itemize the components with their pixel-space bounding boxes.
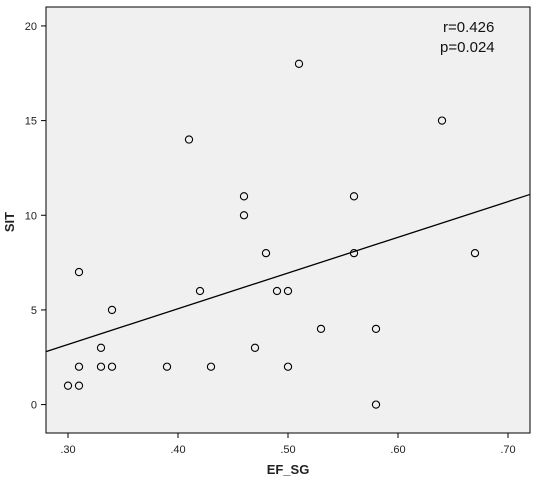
x-tick-label: .30 [60, 444, 75, 456]
x-tick-label: .50 [280, 444, 295, 456]
data-point [283, 286, 293, 296]
data-point [437, 116, 447, 125]
y-tick-label: 10 [25, 210, 37, 222]
data-point [96, 362, 106, 371]
data-points [63, 59, 480, 409]
data-point [107, 362, 117, 371]
data-point [239, 211, 249, 220]
p-value-annotation: p=0.024 [440, 39, 495, 56]
data-point [74, 381, 84, 390]
y-tick-label: 20 [25, 21, 37, 33]
data-point [162, 362, 172, 371]
data-point [261, 248, 271, 258]
data-point [272, 286, 282, 296]
data-point [316, 324, 326, 334]
data-point [206, 362, 216, 371]
data-point [470, 248, 480, 258]
x-tick-label: .40 [170, 444, 185, 456]
x-tick-label: .70 [500, 444, 515, 456]
data-point [371, 324, 381, 334]
y-tick-label: 15 [25, 116, 37, 128]
y-tick-label: 5 [31, 305, 37, 317]
correlation-annotation: r=0.426 [443, 19, 494, 36]
data-point [349, 248, 359, 258]
data-point [250, 343, 260, 352]
data-point [349, 192, 359, 201]
data-point [74, 362, 84, 371]
data-point [239, 192, 249, 201]
data-point [63, 381, 73, 390]
data-point [294, 59, 304, 68]
y-tick-label: 0 [31, 400, 37, 412]
data-point [371, 400, 381, 409]
data-point [74, 267, 84, 277]
plot-area [45, 6, 531, 434]
x-axis-title: EF_SG [267, 462, 310, 477]
data-point [195, 286, 205, 296]
y-axis-title: SIT [2, 212, 17, 232]
axis-ticks: .30 .40 .50 .60 .70 0 5 10 15 20 [25, 21, 516, 456]
data-point [96, 343, 106, 352]
x-tick-label: .60 [390, 444, 405, 456]
data-point [184, 135, 194, 144]
data-point [283, 362, 293, 371]
regression-line [45, 193, 531, 353]
data-point [107, 305, 117, 315]
